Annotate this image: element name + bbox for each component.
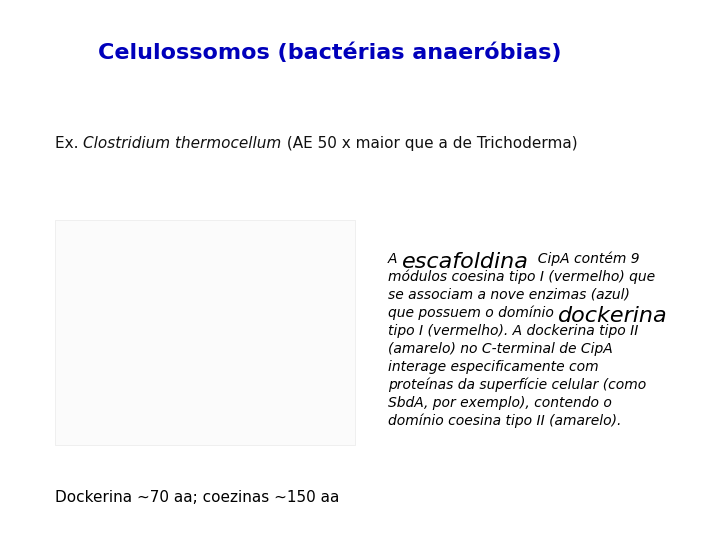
- Bar: [55, 220, 355, 445]
- Text: SbdA, por exemplo), contendo o: SbdA, por exemplo), contendo o: [388, 396, 612, 410]
- Text: módulos coesina tipo I (vermelho) que: módulos coesina tipo I (vermelho) que: [388, 270, 655, 285]
- Text: dockerina: dockerina: [558, 306, 668, 326]
- Text: A: A: [388, 252, 402, 266]
- Text: que possuem o domínio: que possuem o domínio: [388, 306, 558, 321]
- Text: Dockerina ~70 aa; coezinas ~150 aa: Dockerina ~70 aa; coezinas ~150 aa: [55, 490, 339, 505]
- Text: (amarelo) no C-terminal de CipA: (amarelo) no C-terminal de CipA: [388, 342, 613, 356]
- Text: tipo I (vermelho). A dockerina tipo II: tipo I (vermelho). A dockerina tipo II: [388, 324, 639, 338]
- Text: CipA contém 9: CipA contém 9: [528, 252, 639, 267]
- Text: (AE 50 x maior que a de Trichoderma): (AE 50 x maior que a de Trichoderma): [282, 136, 577, 151]
- Text: interage especificamente com: interage especificamente com: [388, 360, 598, 374]
- Text: Ex.: Ex.: [55, 136, 84, 151]
- Text: Clostridium thermocellum: Clostridium thermocellum: [84, 136, 282, 151]
- Text: domínio coesina tipo II (amarelo).: domínio coesina tipo II (amarelo).: [388, 414, 621, 429]
- Text: escafoldina: escafoldina: [402, 252, 528, 272]
- Text: Celulossomos (bactérias anaeróbias): Celulossomos (bactérias anaeróbias): [98, 42, 562, 63]
- Text: proteínas da superfície celular (como: proteínas da superfície celular (como: [388, 378, 647, 393]
- Text: se associam a nove enzimas (azul): se associam a nove enzimas (azul): [388, 288, 630, 302]
